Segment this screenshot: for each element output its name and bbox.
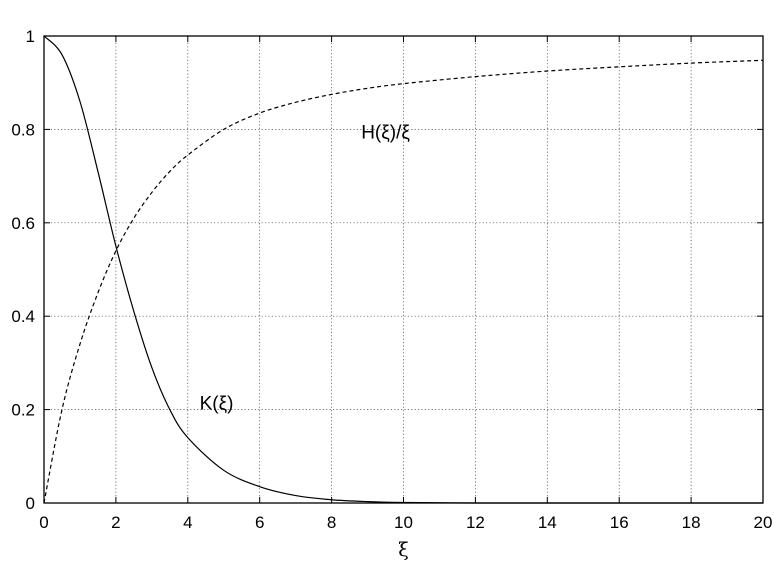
curve-label-0: H(ξ)/ξ: [361, 123, 410, 144]
y-tick-label: 0.4: [11, 307, 35, 326]
series-lines: [43, 35, 764, 504]
x-tick-label: 2: [111, 513, 120, 532]
x-tick-label: 16: [610, 513, 629, 532]
x-tick-label: 18: [682, 513, 701, 532]
x-tick-label: 4: [183, 513, 192, 532]
series-h-over-xi-line: [43, 59, 764, 504]
y-tick-label: 0: [26, 494, 35, 513]
x-tick-label: 10: [394, 513, 413, 532]
x-tick-label: 20: [754, 513, 773, 532]
tick-labels: 0 2 4 6 8 10 12 14 16 18 20 0 0.2 0.4 0.6 0.8 1: [11, 27, 772, 532]
y-tick-label: 0.6: [11, 214, 35, 233]
x-tick-label: 0: [39, 513, 48, 532]
y-tick-label: 0.8: [11, 120, 35, 139]
plot-frame: [43, 35, 764, 504]
curve-labels: H(ξ)/ξ K(ξ): [200, 123, 411, 415]
curve-label-1: K(ξ): [200, 394, 234, 415]
y-tick-label: 1: [26, 27, 35, 46]
series-k-line: [43, 35, 763, 504]
x-tick-label: 12: [466, 513, 485, 532]
axis-ticks: [43, 35, 764, 504]
x-tick-label: 8: [327, 513, 336, 532]
grid-lines: [44, 36, 763, 503]
y-tick-label: 0.2: [11, 401, 35, 420]
x-tick-label: 6: [255, 513, 264, 532]
x-tick-label: 14: [538, 513, 557, 532]
x-axis-title: ξ: [398, 539, 408, 561]
